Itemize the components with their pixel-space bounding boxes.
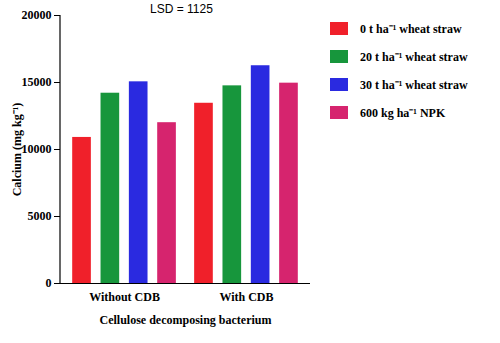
svg-text:10000: 10000 [22,142,52,156]
svg-text:Cellulose decomposing bacteriu: Cellulose decomposing bacterium [100,313,272,327]
svg-text:20000: 20000 [22,8,52,22]
svg-text:With CDB: With CDB [219,290,273,304]
html-text:30 t ha⁻¹ wheat straw: 30 t ha⁻¹ wheat straw [360,77,468,92]
svg-text:Without CDB: Without CDB [89,290,160,304]
svg-text:0: 0 [46,276,52,290]
svg-text:15000: 15000 [22,75,52,89]
html-text:LSD = 1125: LSD = 1125 [150,2,213,16]
html-text:600 kg ha⁻¹ NPK: 600 kg ha⁻¹ NPK [360,105,446,120]
html-text:20 t ha⁻¹ wheat straw: 20 t ha⁻¹ wheat straw [360,49,468,64]
html-text:0 t ha⁻¹ wheat straw: 0 t ha⁻¹ wheat straw [360,21,462,36]
svg-text:Calcium (mg kg⁻¹): Calcium (mg kg⁻¹) [10,103,24,197]
svg-text:5000: 5000 [28,209,52,223]
